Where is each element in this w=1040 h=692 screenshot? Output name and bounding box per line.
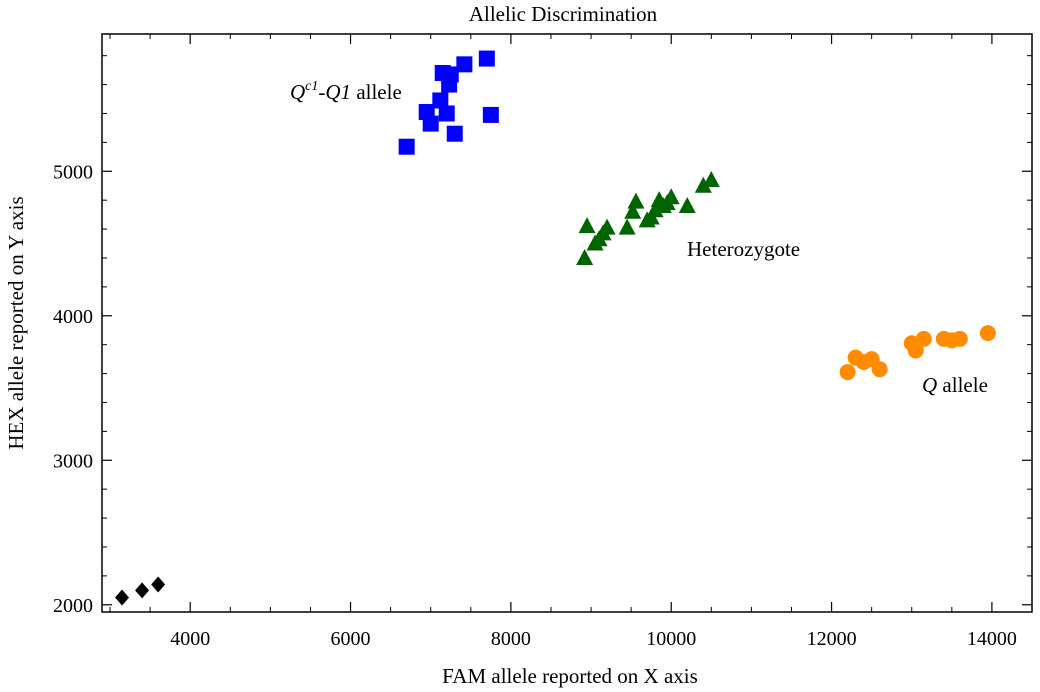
data-point-triangle [578,217,596,234]
series-heterozygote [576,170,720,265]
annotation-qc1-allele: Qc1-Q1 allele [290,79,402,104]
y-tick-label: 5000 [53,161,93,183]
plot-frame [101,33,1033,613]
x-tick-label: 4000 [170,628,210,650]
annotation-qc1-mid: -Q1 [318,80,351,104]
data-point-diamond [115,589,130,606]
data-point-square [438,105,455,122]
data-point-square [442,66,459,83]
annotation-qc1-rest: allele [351,80,402,104]
x-tick-label: 14000 [967,628,1017,650]
data-point-circle [871,361,888,378]
axis-ticks [102,34,1033,612]
annotation-q-rest: allele [937,373,988,397]
y-tick-label: 2000 [53,595,93,617]
data-points [115,50,996,606]
data-point-triangle [576,248,594,265]
series-ntc [115,576,166,606]
data-point-triangle [627,192,645,209]
x-axis-label: FAM allele reported on X axis [442,664,698,688]
data-point-triangle [662,188,680,205]
data-point-triangle [646,201,664,218]
data-point-square [478,50,495,67]
annotation-qc1-base: Q [290,80,305,104]
x-tick-label: 8000 [491,628,531,650]
data-point-circle [951,330,968,347]
y-tick-label: 4000 [53,306,93,328]
chart-title: Allelic Discrimination [469,2,658,26]
data-point-square [398,138,415,155]
x-tick-label: 10000 [646,628,696,650]
data-point-square [422,115,439,132]
data-point-triangle [624,202,642,219]
data-point-circle [839,364,856,381]
annotation-heterozygote: Heterozygote [687,237,800,261]
data-point-circle [915,330,932,347]
data-point-circle [979,325,996,342]
series-qc1-q1-allele [398,50,499,155]
x-tick-label: 6000 [331,628,371,650]
data-point-triangle [694,176,712,193]
data-point-diamond [151,576,166,593]
data-point-square [482,106,499,123]
y-axis-label: HEX allele reported on Y axis [4,196,28,449]
annotation-qc1-sup: c1 [305,79,318,94]
data-point-triangle [702,170,720,187]
data-point-circle [907,342,924,359]
axis-tick-labels: 4000 6000 8000 10000 12000 14000 2000 3000 4000 5… [53,161,1017,650]
x-tick-label: 12000 [807,628,857,650]
data-point-triangle [598,218,616,235]
data-point-diamond [135,582,150,599]
series-q-allele [839,325,996,381]
data-point-triangle [618,218,636,235]
data-point-square [432,92,449,109]
y-tick-label: 3000 [53,450,93,472]
data-point-triangle [678,196,696,213]
data-point-square [446,125,463,142]
data-point-square [456,56,473,73]
annotation-q-base: Q [922,373,937,397]
annotation-q-allele: Q allele [922,373,988,397]
